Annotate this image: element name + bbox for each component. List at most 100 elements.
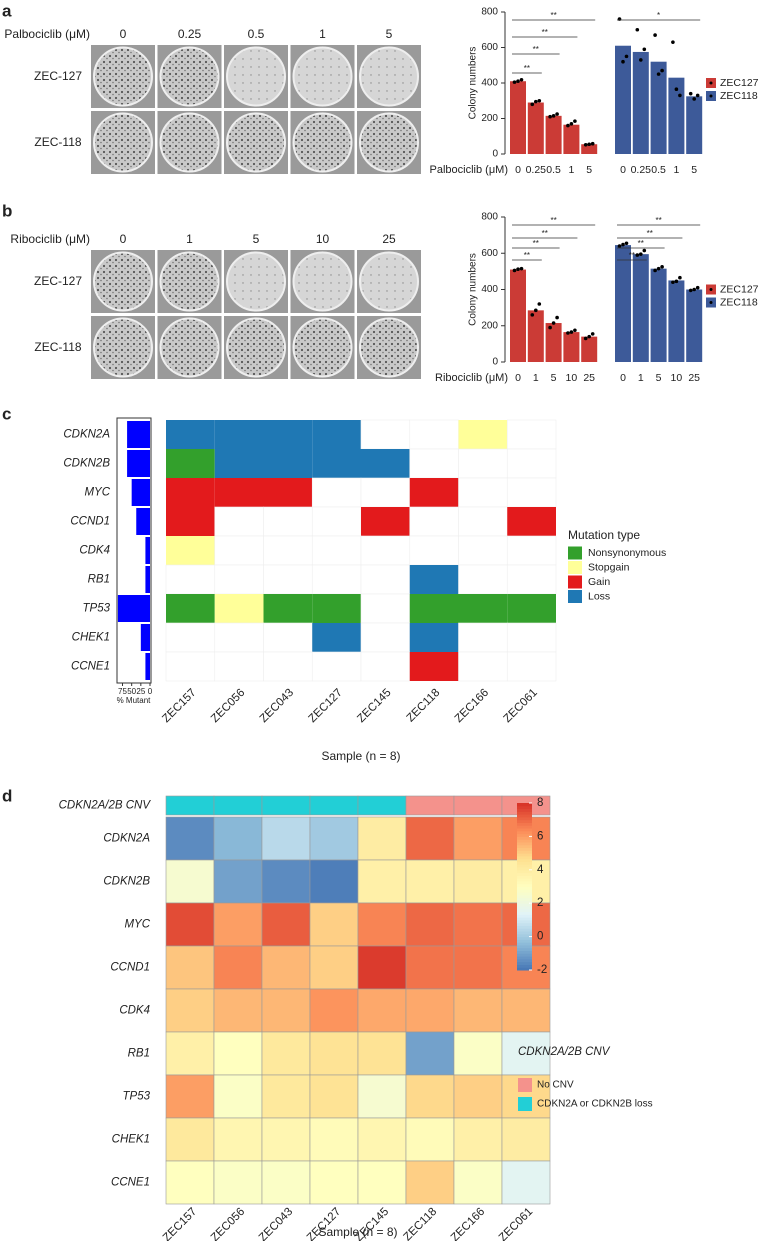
mutation-cell — [166, 594, 215, 623]
colorbar-step — [517, 944, 532, 949]
bar — [668, 280, 685, 362]
heat-cell — [309, 988, 359, 1033]
mutation-cell — [458, 420, 508, 449]
heat-cell — [453, 859, 503, 904]
mutant-bar — [145, 653, 150, 680]
dose-label: 10 — [316, 232, 330, 246]
heat-cell — [165, 988, 215, 1033]
x-tick-label: 50 — [127, 687, 136, 696]
colorbar-step — [517, 956, 532, 960]
replicate-dot — [566, 331, 570, 335]
mutation-cell — [409, 565, 459, 594]
x-tick-label: 1 — [568, 164, 574, 176]
bar — [510, 81, 526, 154]
legend-title: CDKN2A/2B CNV — [518, 1046, 611, 1058]
heat-cell — [309, 1074, 359, 1119]
mutation-cell — [361, 449, 410, 478]
colorbar-step — [517, 950, 532, 954]
x-tick-label: 10 — [671, 372, 683, 384]
heat-cell — [309, 816, 359, 861]
legend-dot — [709, 94, 713, 98]
empty-cell — [311, 651, 362, 682]
colorbar-step — [517, 936, 532, 940]
colorbar-step — [517, 889, 532, 893]
sample-label: ZEC157 — [161, 1206, 199, 1241]
plate — [159, 251, 220, 312]
bar — [650, 61, 667, 155]
plate — [226, 317, 286, 378]
heat-cell — [309, 859, 359, 904]
y-tick-label: 0 — [492, 149, 498, 160]
mutant-bar — [145, 566, 150, 593]
empty-cell — [311, 535, 362, 566]
heat-cell — [309, 1160, 359, 1205]
replicate-dot — [587, 334, 591, 339]
y-tick-label: 0 — [492, 357, 498, 368]
gene-label: RB1 — [128, 1048, 150, 1060]
mutant-bar — [136, 508, 150, 535]
empty-cell — [458, 477, 508, 508]
legend-label: ZEC127 — [720, 77, 759, 89]
heat-cell — [453, 1074, 503, 1119]
sample-label: ZEC145 — [355, 687, 393, 725]
legend-label: Gain — [588, 576, 610, 588]
heat-cell — [405, 1160, 455, 1205]
x-tick-label: 5 — [551, 372, 557, 384]
sample-label: ZEC056 — [209, 1206, 247, 1241]
empty-cell — [458, 448, 508, 479]
x-tick-label: 0 — [515, 372, 521, 384]
x-tick-label: 1 — [673, 164, 679, 176]
mutation-cell — [312, 449, 361, 478]
plate — [159, 46, 220, 107]
replicate-dot — [573, 119, 577, 123]
legend-swatch — [518, 1097, 532, 1111]
colorbar-tick-label: 4 — [537, 864, 544, 876]
colorbar-step — [517, 892, 532, 896]
bar — [686, 96, 703, 154]
bar — [615, 245, 631, 362]
colorbar-step — [517, 894, 532, 899]
heat-cell — [405, 1117, 455, 1162]
mutation-cell — [312, 623, 361, 652]
empty-cell — [360, 419, 411, 450]
sig-label: ** — [524, 64, 530, 73]
annotation-cell — [165, 795, 215, 816]
replicate-dot — [642, 248, 647, 253]
bar — [527, 310, 544, 362]
replicate-dot — [674, 87, 679, 92]
sig-label: ** — [655, 216, 661, 225]
colorbar-step — [517, 816, 532, 821]
replicate-dot — [653, 33, 657, 37]
empty-cell — [506, 448, 557, 479]
heat-cell — [213, 859, 263, 904]
bar — [510, 269, 526, 362]
colorbar-step — [517, 883, 532, 887]
heat-cell — [357, 1117, 407, 1162]
heat-cell — [405, 1031, 455, 1076]
x-tick-label: 0 — [620, 164, 626, 176]
gene-label: CCNE1 — [71, 661, 110, 673]
mutation-cell — [507, 507, 556, 536]
sig-label: ** — [647, 229, 653, 238]
replicate-dot — [551, 114, 556, 118]
colorbar-tick-label: 0 — [537, 931, 543, 943]
y-tick-label: 400 — [481, 78, 498, 89]
heat-cell — [261, 1117, 311, 1162]
heat-cell — [261, 1160, 311, 1205]
sig-label: ** — [524, 251, 530, 260]
annotation-cell — [357, 795, 407, 816]
replicate-dot — [530, 313, 535, 317]
heat-cell — [453, 1117, 503, 1162]
heat-cell — [213, 816, 263, 861]
mutation-cell — [166, 449, 215, 478]
x-tick-label: 25 — [688, 372, 700, 384]
sample-label: ZEC127 — [307, 687, 345, 725]
empty-cell — [360, 535, 411, 566]
sig-label: ** — [638, 239, 644, 248]
replicate-dot — [678, 275, 682, 280]
empty-cell — [165, 564, 216, 595]
row-label: ZEC-118 — [34, 340, 81, 354]
heat-cell — [213, 988, 263, 1033]
heat-cell — [261, 988, 311, 1033]
replicate-dot — [674, 279, 679, 284]
